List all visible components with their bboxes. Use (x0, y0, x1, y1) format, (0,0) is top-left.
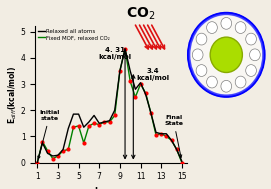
Y-axis label: E$_{diff}$(kcal/mol): E$_{diff}$(kcal/mol) (7, 65, 19, 124)
Circle shape (221, 80, 232, 92)
Circle shape (192, 49, 203, 61)
Text: Initial
state: Initial state (38, 110, 60, 159)
Text: Final
State: Final State (164, 115, 183, 157)
Text: 4. 31
kcal/mol: 4. 31 kcal/mol (98, 47, 131, 60)
Circle shape (207, 22, 217, 33)
Circle shape (196, 65, 207, 76)
Circle shape (207, 76, 217, 88)
Circle shape (189, 14, 264, 96)
Circle shape (246, 65, 256, 76)
Circle shape (246, 33, 256, 45)
Circle shape (235, 76, 246, 88)
Circle shape (235, 22, 246, 33)
X-axis label: Images: Images (94, 187, 128, 189)
Circle shape (250, 49, 260, 61)
Text: 3.4
kcal/mol: 3.4 kcal/mol (136, 68, 169, 81)
Circle shape (221, 17, 232, 29)
Text: CO$_2$: CO$_2$ (126, 6, 156, 22)
Legend: Relaxed all atoms, Fixed MOF, relaxed CO₂: Relaxed all atoms, Fixed MOF, relaxed CO… (38, 29, 110, 40)
Circle shape (210, 37, 242, 73)
Circle shape (196, 33, 207, 45)
